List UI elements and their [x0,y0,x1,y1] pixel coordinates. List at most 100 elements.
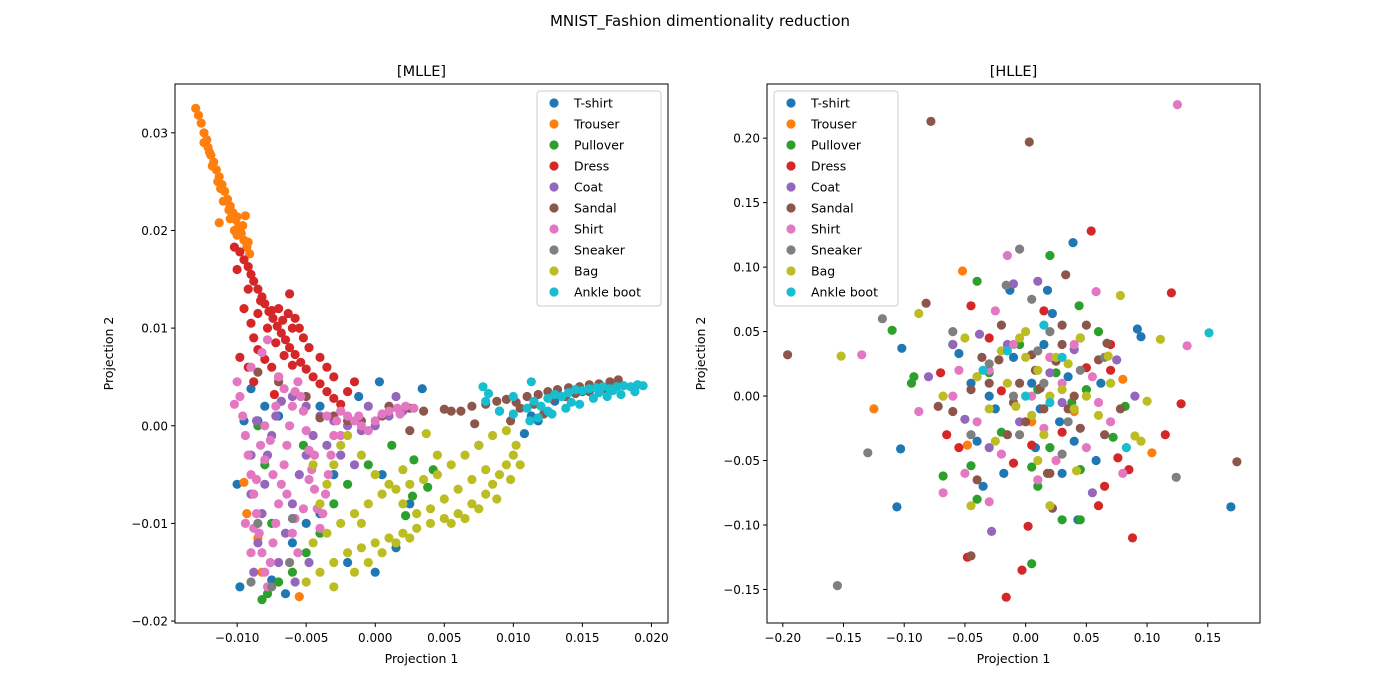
scatter-point [1027,462,1037,472]
legend-marker [549,119,559,129]
scatter-point [1001,280,1011,290]
legend-marker [786,203,796,213]
scatter-point [536,401,546,411]
scatter-point [283,308,293,319]
scatter-point [994,355,1004,365]
scatter-point [533,413,543,423]
scatter-point [960,468,970,478]
scatter-point [387,440,397,450]
scatter-point [1166,288,1176,298]
scatter-point [1001,592,1011,602]
scatter-point [265,557,275,568]
y-tick-label: 0.01 [141,322,168,336]
scatter-point [370,538,380,548]
scatter-point [262,589,273,599]
scatter-point [268,313,278,323]
legend-label: Dress [811,159,846,174]
scatter-point [298,504,308,514]
scatter-point [508,409,518,419]
scatter-point [984,497,994,507]
scatter-point [914,308,924,319]
scatter-point [249,333,259,343]
scatter-point [1057,468,1067,478]
scatter-point [246,548,256,558]
scatter-point [1118,374,1128,384]
scatter-point [481,489,491,499]
scatter-point [1045,468,1055,478]
scatter-point [948,339,958,350]
scatter-point [354,391,364,402]
scatter-point [1108,432,1118,442]
mlle-axes: −0.010 −0.005 0.000 0.005 0.010 0.015 0.020 −0.… [101,64,669,666]
scatter-point [1002,378,1013,388]
scatter-point [1147,448,1157,458]
x-tick-label: 0.005 [427,631,461,645]
scatter-point [391,484,401,494]
scatter-point [301,548,311,558]
scatter-point [1045,250,1055,261]
legend-marker [786,161,796,171]
x-tick-label: 0.010 [496,631,530,645]
scatter-point [267,305,277,316]
scatter-point [239,304,249,314]
scatter-point [370,567,380,577]
scatter-point [294,323,304,333]
scatter-point [304,557,314,568]
scatter-point [1057,339,1067,350]
scatter-point [384,406,394,416]
legend-box [536,90,662,307]
scatter-point [329,430,339,441]
scatter-point [1033,455,1043,466]
scatter-point [616,389,626,400]
scatter-point [398,465,408,475]
legend-label: Ankle boot [574,285,641,300]
scatter-point [232,264,242,275]
scatter-point [267,362,277,372]
mlle-points [191,103,648,605]
scatter-point [336,450,346,460]
scatter-point [990,436,1000,446]
scatter-point [216,183,226,194]
scatter-point [287,401,297,411]
scatter-point [1075,423,1085,433]
scatter-point [984,391,994,401]
scatter-point [1075,333,1085,343]
scatter-point [1002,430,1013,440]
scatter-point [425,518,436,529]
scatter-point [235,352,245,362]
legend-marker [549,203,559,213]
legend-label: Coat [574,180,603,195]
legend-label: Ankle boot [811,285,878,300]
x-tick-label: −0.05 [947,631,984,645]
scatter-point [235,582,245,592]
scatter-point [938,391,948,401]
scatter-point [478,382,488,392]
scatter-point [279,460,289,470]
scatter-point [246,577,256,587]
scatter-point [966,378,976,388]
scatter-point [1057,385,1067,395]
scatter-point [290,349,300,360]
scatter-point [419,474,429,485]
scatter-point [453,484,463,494]
scatter-point [529,396,539,406]
scatter-point [483,388,494,399]
y-tick-label: −0.05 [723,454,760,468]
x-tick-label: 0.05 [1073,631,1100,645]
scatter-point [301,518,311,529]
scatter-point [268,538,278,548]
legend-marker [786,98,796,108]
scatter-point [877,314,888,324]
scatter-point [1027,294,1037,304]
scatter-point [384,479,394,489]
y-tick-label: −0.02 [131,615,168,629]
scatter-point [439,513,449,524]
scatter-point [256,296,266,306]
scatter-point [1021,391,1031,401]
scatter-point [1057,449,1067,459]
scatter-point [960,333,970,343]
legend-label: Pullover [574,138,625,153]
scatter-point [257,347,267,358]
scatter-point [1130,431,1140,441]
scatter-point [232,479,242,489]
